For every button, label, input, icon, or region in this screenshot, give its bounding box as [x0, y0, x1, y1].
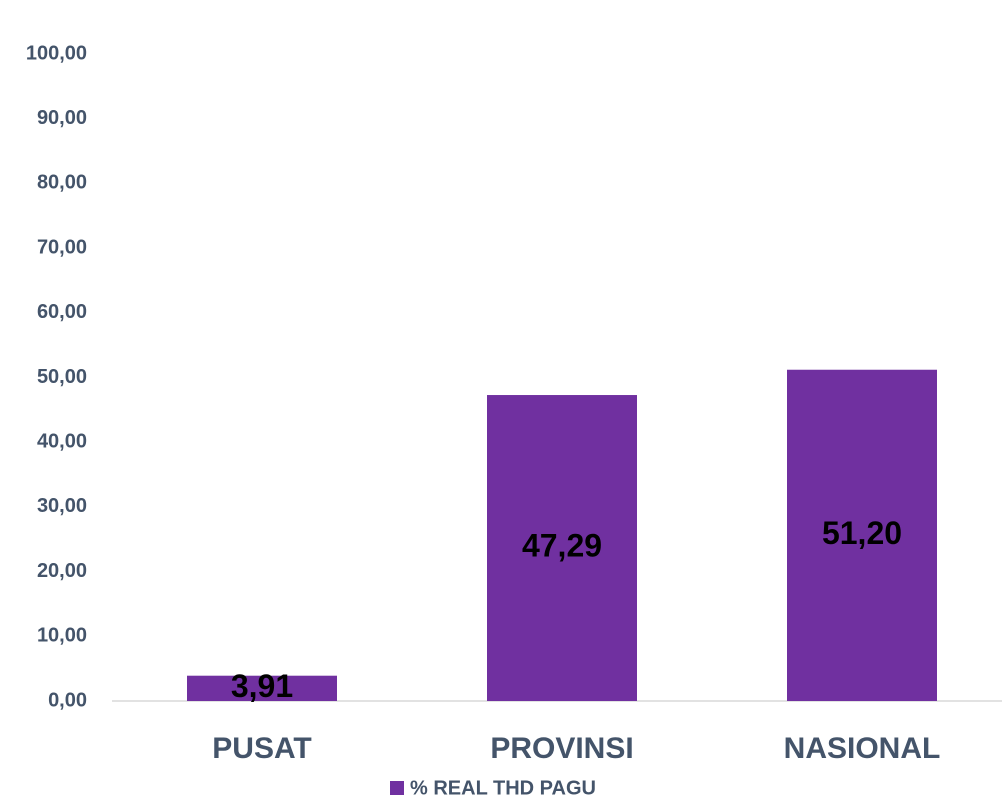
y-tick-label: 0,00: [48, 689, 87, 711]
y-tick-label: 40,00: [37, 430, 87, 452]
legend-swatch: [390, 781, 404, 795]
x-tick-label: PROVINSI: [490, 732, 633, 765]
x-tick-label: PUSAT: [212, 732, 311, 765]
bar: [487, 395, 637, 701]
bar: [187, 675, 337, 701]
data-label: 51,20: [822, 515, 902, 551]
y-tick-label: 60,00: [37, 301, 87, 323]
y-tick-label: 70,00: [37, 236, 87, 258]
y-tick-label: 80,00: [37, 172, 87, 194]
y-tick-label: 10,00: [37, 625, 87, 647]
data-label: 3,91: [231, 668, 293, 704]
legend-label: % REAL THD PAGU: [410, 777, 596, 799]
y-tick-label: 50,00: [37, 366, 87, 388]
x-tick-label: NASIONAL: [784, 732, 941, 765]
y-tick-label: 30,00: [37, 495, 87, 517]
y-tick-label: 20,00: [37, 560, 87, 582]
y-tick-label: 90,00: [37, 107, 87, 129]
bar: [787, 369, 937, 701]
data-label: 47,29: [522, 527, 602, 563]
y-tick-label: 100,00: [26, 42, 87, 64]
